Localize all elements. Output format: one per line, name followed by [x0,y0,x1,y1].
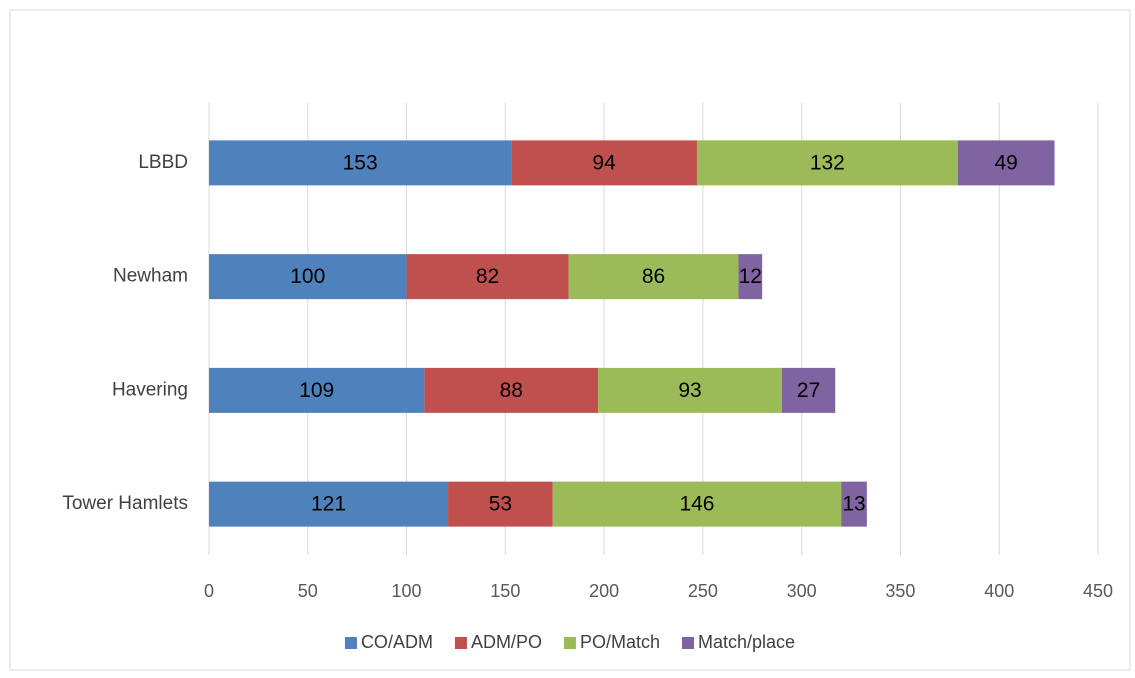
x-tick-label: 250 [688,581,718,601]
bar-segment [209,367,425,413]
x-tick-label: 150 [490,581,520,601]
bar-segment [598,367,782,413]
bar-segment [696,140,958,186]
legend-label: Match/place [698,632,795,652]
bar-segment [511,140,697,186]
data-label: 100 [290,265,325,288]
data-label: 121 [311,493,346,516]
data-label: 27 [797,379,820,402]
data-label: 93 [678,379,701,402]
data-label: 146 [679,493,714,516]
data-label: 94 [592,151,616,174]
y-tick-label: Newham [113,266,188,287]
x-tick-label: 200 [589,581,619,601]
legend-label: ADM/PO [471,632,542,652]
legend-swatch [563,637,576,649]
y-tick-label: LBBD [138,152,188,173]
bar-segment [448,481,553,527]
x-tick-label: 300 [787,581,817,601]
bar-segment [209,140,512,186]
data-label: 109 [299,379,334,402]
legend-swatch [454,637,467,649]
bar-segment [424,367,599,413]
bar-segment [209,254,407,300]
x-tick-label: 350 [885,581,915,601]
data-label: 49 [994,151,1017,174]
data-label: 53 [489,493,512,516]
x-tick-label: 450 [1083,581,1113,601]
legend-label: CO/ADM [361,632,433,652]
bar-segment [552,481,842,527]
data-label: 153 [343,151,378,174]
bar-segment [209,481,449,527]
data-label: 132 [810,151,845,174]
data-label: 88 [500,379,523,402]
bar-segment [406,254,569,300]
legend-swatch [681,637,694,649]
y-tick-label: Tower Hamlets [62,493,188,514]
x-tick-label: 400 [984,581,1014,601]
chart-border [9,9,1131,671]
bar-segment [738,254,763,300]
x-tick-label: 0 [204,581,214,601]
x-tick-label: 100 [392,581,422,601]
bar-segment [781,367,836,413]
y-tick-label: Havering [112,379,188,400]
bar-segment [841,481,867,527]
data-label: 86 [642,265,665,288]
legend-label: PO/Match [580,632,660,652]
bar-segment [568,254,739,300]
x-tick-label: 50 [298,581,318,601]
bar-segment [957,140,1055,186]
data-label: 82 [476,265,499,288]
data-label: 13 [842,493,865,516]
data-label: 12 [739,265,762,288]
legend-swatch [344,637,357,649]
